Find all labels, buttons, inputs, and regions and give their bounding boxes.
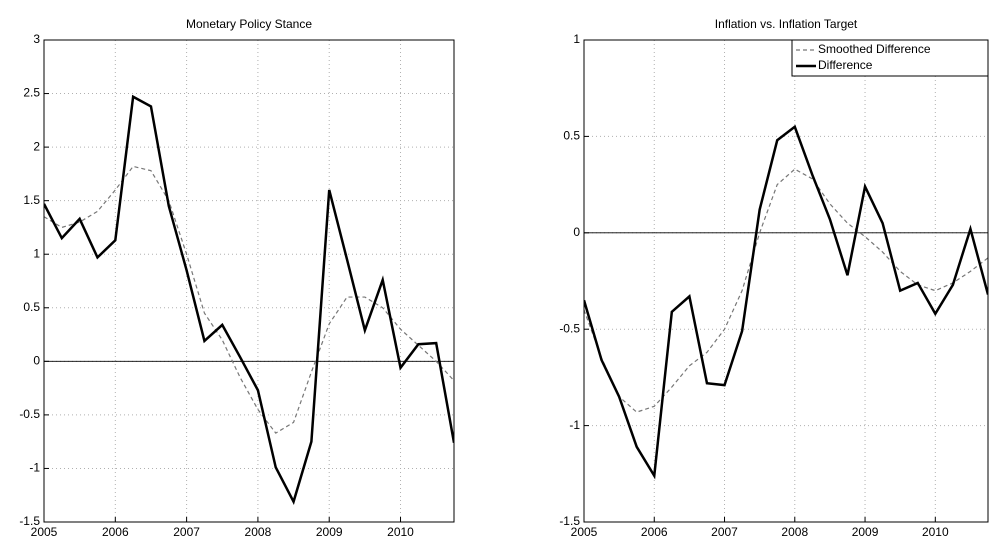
y-tick-label: -1.5: [19, 514, 40, 528]
x-tick-label: 2006: [641, 525, 668, 539]
x-tick-label: 2008: [245, 525, 272, 539]
plot-frame: [583, 39, 989, 523]
series-line: [44, 165, 454, 434]
y-tick-label: 1: [573, 32, 580, 46]
x-tick-label: 2005: [31, 525, 58, 539]
x-tick-label: 2007: [711, 525, 738, 539]
y-tick-label: -1.5: [559, 514, 580, 528]
y-tick-label: 1.5: [23, 193, 40, 207]
x-tick-label: 2010: [922, 525, 949, 539]
y-tick-label: 2: [33, 139, 40, 153]
y-tick-label: 0.5: [563, 129, 580, 143]
y-tick-label: -0.5: [559, 321, 580, 335]
y-tick-label: 0: [33, 354, 40, 368]
x-tick-label: 2009: [316, 525, 343, 539]
x-tick-label: 2010: [387, 525, 414, 539]
y-tick-label: 0: [573, 225, 580, 239]
legend-box: [791, 39, 989, 77]
y-tick-label: -1: [569, 418, 580, 432]
x-tick-label: 2007: [173, 525, 200, 539]
y-tick-label: 3: [33, 32, 40, 46]
y-tick-label: 2.5: [23, 86, 40, 100]
x-tick-label: 2005: [571, 525, 598, 539]
x-tick-label: 2008: [781, 525, 808, 539]
y-tick-label: -0.5: [19, 407, 40, 421]
legend-label: Difference: [818, 58, 873, 72]
x-tick-label: 2006: [102, 525, 129, 539]
series-line: [44, 94, 454, 505]
legend-label: Smoothed Difference: [818, 42, 931, 56]
y-tick-label: 1: [33, 246, 40, 260]
y-tick-label: -1: [29, 461, 40, 475]
chart-title: Monetary Policy Stance: [186, 17, 312, 31]
chart-title: Inflation vs. Inflation Target: [715, 17, 858, 31]
plot-frame: [43, 39, 455, 523]
series-line: [584, 124, 988, 480]
series-line: [584, 168, 988, 413]
y-tick-label: 0.5: [23, 300, 40, 314]
x-tick-label: 2009: [852, 525, 879, 539]
